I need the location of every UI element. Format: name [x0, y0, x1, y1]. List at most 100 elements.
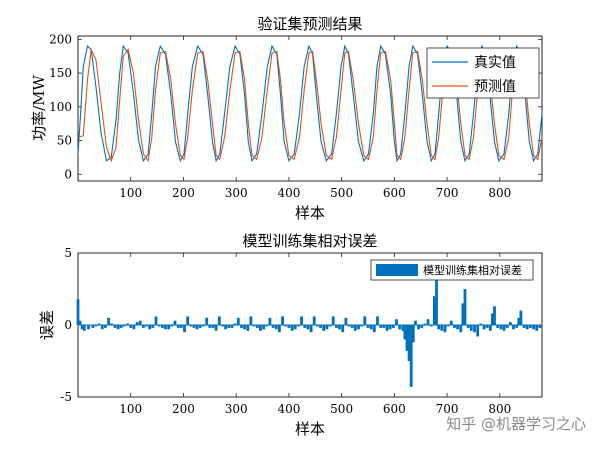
- y-tick-label: -5: [60, 390, 72, 404]
- error-bar: [456, 325, 459, 330]
- error-bar: [401, 325, 405, 331]
- error-bar: [233, 323, 237, 325]
- error-bar: [525, 325, 529, 330]
- error-bar: [246, 325, 250, 331]
- error-bar: [303, 325, 307, 328]
- error-bar: [211, 325, 215, 328]
- x-axis-label: 样本: [295, 420, 325, 438]
- y-axis-label: 功率/MW: [30, 75, 48, 141]
- error-bar: [316, 325, 319, 327]
- error-bar: [363, 316, 367, 325]
- error-bar: [123, 325, 126, 327]
- error-bar: [391, 325, 395, 328]
- y-tick-label: 0: [64, 167, 72, 181]
- error-bar: [189, 325, 193, 327]
- x-tick-label: 800: [488, 402, 511, 416]
- error-bar: [538, 325, 542, 328]
- x-tick-label: 600: [383, 186, 406, 200]
- error-bar: [463, 289, 467, 325]
- error-bar: [110, 323, 114, 325]
- error-bar: [164, 325, 167, 330]
- error-bar: [224, 325, 227, 330]
- error-bar: [173, 320, 177, 325]
- error-bar: [306, 325, 310, 330]
- x-tick-label: 400: [277, 186, 300, 200]
- error-bar: [488, 325, 492, 331]
- error-bar: [433, 296, 436, 325]
- watermark: 知乎 @机器学习之心: [446, 415, 586, 433]
- error-bar: [476, 325, 480, 337]
- error-bar: [132, 325, 136, 330]
- error-bar: [341, 325, 345, 333]
- error-bar: [243, 325, 246, 330]
- chart-title: 验证集预测结果: [257, 15, 362, 33]
- error-bar: [255, 325, 259, 328]
- x-tick-label: 300: [225, 402, 248, 416]
- x-tick-label: 200: [172, 402, 195, 416]
- error-bar: [297, 325, 300, 327]
- error-bar: [151, 325, 155, 328]
- error-bar: [268, 317, 272, 325]
- error-bar: [319, 325, 322, 328]
- error-bar: [491, 313, 494, 325]
- legend-label-error: 模型训练集相对误差: [423, 263, 522, 277]
- error-bar: [449, 320, 453, 325]
- series-lines: [77, 44, 543, 163]
- error-bar: [443, 325, 447, 333]
- error-bar: [183, 325, 186, 333]
- error-bar: [205, 317, 209, 325]
- x-tick-label: 100: [119, 402, 142, 416]
- error-bar: [369, 325, 373, 330]
- x-tick-label: 500: [330, 402, 353, 416]
- error-bar: [119, 325, 123, 328]
- error-bar: [360, 325, 364, 327]
- error-bar: [515, 325, 519, 328]
- error-bar: [440, 325, 444, 331]
- x-tick-label: 600: [383, 402, 406, 416]
- error-bar: [217, 316, 221, 325]
- error-bar: [376, 316, 379, 325]
- error-bar: [284, 325, 288, 327]
- error-bar: [405, 325, 409, 351]
- error-bar: [532, 325, 535, 330]
- error-bar: [505, 325, 509, 328]
- y-axis-label: 误差: [38, 310, 56, 340]
- error-bar: [502, 325, 506, 331]
- legend: 模型训练集相对误差: [370, 259, 534, 281]
- error-bar: [290, 325, 294, 331]
- y-tick-label: 0: [64, 318, 72, 332]
- legend-box: [426, 47, 540, 99]
- axis-ticks: 100 200 300 400 500 600 700 800 -5 0 5: [60, 246, 542, 416]
- error-bar: [322, 325, 326, 331]
- error-bar: [145, 325, 148, 327]
- error-bar: [208, 325, 212, 328]
- error-bar: [252, 325, 256, 327]
- error-bar: [335, 325, 338, 328]
- error-bar: [135, 322, 139, 325]
- error-bar: [459, 325, 463, 333]
- error-bar: [420, 325, 424, 328]
- error-bar: [350, 325, 354, 328]
- x-tick-label: 100: [119, 186, 142, 200]
- series-line-predicted: [77, 47, 543, 163]
- error-bar: [154, 316, 158, 325]
- error-bar: [192, 325, 196, 328]
- error-bar: [414, 320, 417, 325]
- error-bar: [176, 325, 180, 328]
- error-bar: [100, 325, 104, 330]
- error-bar: [107, 317, 110, 325]
- error-bar: [198, 325, 202, 328]
- error-bar: [366, 325, 370, 328]
- y-tick-label: 200: [49, 32, 72, 46]
- x-tick-label: 700: [436, 402, 459, 416]
- x-tick-label: 500: [330, 186, 353, 200]
- error-bar: [485, 325, 489, 328]
- error-bar: [466, 325, 470, 328]
- error-bar: [499, 325, 503, 330]
- error-bar: [379, 325, 383, 328]
- error-bar: [94, 325, 98, 327]
- error-bar: [344, 317, 348, 325]
- error-bar: [493, 306, 496, 325]
- error-bar: [278, 325, 281, 333]
- y-tick-label: 50: [57, 134, 72, 148]
